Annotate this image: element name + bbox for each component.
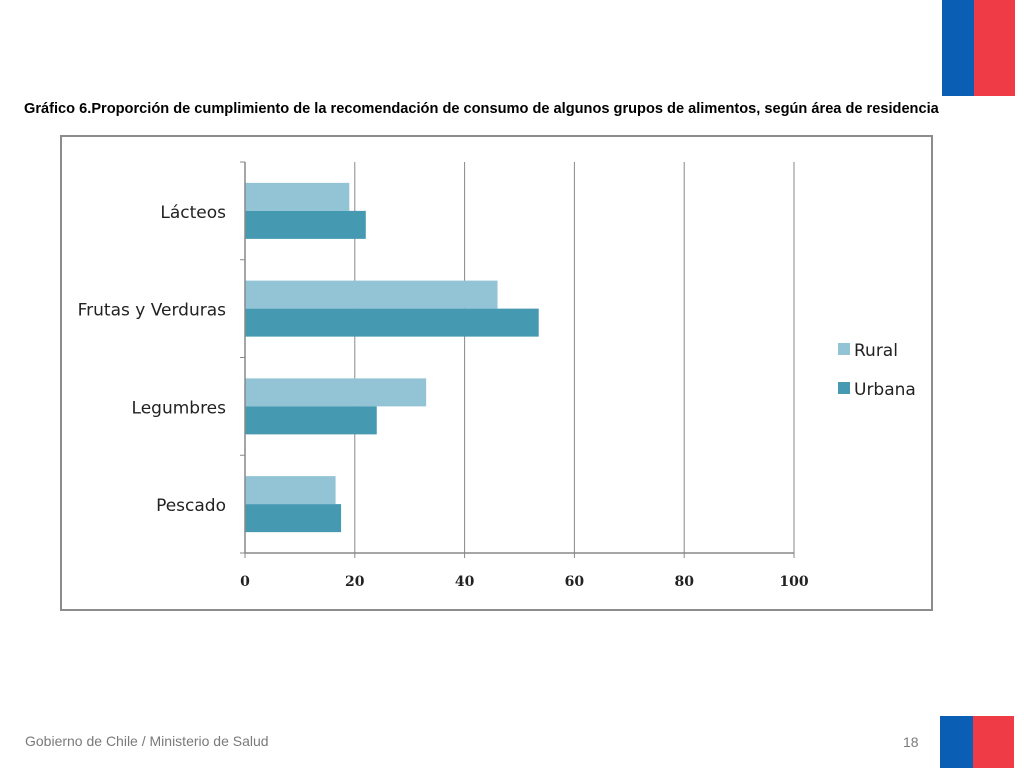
- bar-chart: Lácteos Frutas y Verduras Legumbres Pescado…: [78, 161, 916, 590]
- category-label: Legumbres: [132, 398, 227, 418]
- chart-title: Gráfico 6.Proporción de cumplimiento de …: [24, 101, 939, 117]
- flag-red-stripe: [974, 0, 1015, 96]
- bar-rural: [245, 378, 427, 407]
- flag-red-stripe: [973, 716, 1014, 768]
- x-tick-label: 0: [240, 574, 250, 590]
- bar-urbana: [245, 210, 366, 239]
- category-label: Pescado: [156, 496, 226, 516]
- x-tick-label: 100: [779, 574, 808, 590]
- chart-frame: Lácteos Frutas y Verduras Legumbres Pescado…: [60, 135, 933, 611]
- x-tick-label: 20: [345, 574, 365, 590]
- chile-flag-logo-bottom: [940, 716, 1014, 768]
- x-tick-label: 40: [455, 574, 475, 590]
- legend-swatch-urbana: [838, 382, 850, 394]
- legend-label-urbana: Urbana: [854, 380, 916, 400]
- legend-label-rural: Rural: [854, 341, 898, 361]
- category-label: Frutas y Verduras: [78, 301, 227, 321]
- bar-rural: [245, 182, 350, 211]
- bar-urbana: [245, 504, 342, 533]
- chile-flag-logo-top: [942, 0, 1015, 96]
- bar-rural: [245, 280, 498, 309]
- flag-blue-stripe: [940, 716, 973, 768]
- footer-text: Gobierno de Chile / Ministerio de Salud: [25, 733, 269, 749]
- x-tick-label: 80: [674, 574, 694, 590]
- bar-urbana: [245, 308, 539, 337]
- flag-blue-stripe: [942, 0, 974, 96]
- page-number: 18: [903, 734, 919, 750]
- category-label: Lácteos: [160, 203, 226, 223]
- legend-swatch-rural: [838, 343, 850, 355]
- x-tick-label: 60: [565, 574, 585, 590]
- bar-rural: [245, 476, 336, 505]
- bar-urbana: [245, 406, 377, 435]
